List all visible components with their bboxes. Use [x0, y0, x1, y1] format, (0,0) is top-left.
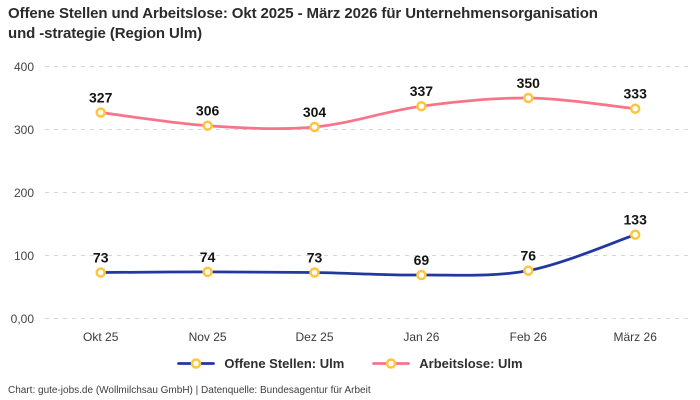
x-tick-label: Jan 26: [403, 330, 439, 344]
data-point-label: 133: [624, 212, 648, 228]
data-point-label: 73: [93, 250, 109, 266]
x-tick-label: Nov 25: [189, 330, 227, 344]
data-point-label: 327: [89, 89, 113, 105]
data-point-marker[interactable]: [523, 265, 534, 276]
legend-item[interactable]: Offene Stellen: Ulm: [177, 356, 344, 371]
line-chart-canvas: 0,00 100 200 300 400 Okt 25 Nov 25 Dez 25 Jan 26…: [11, 60, 690, 344]
legend-label: Offene Stellen: Ulm: [224, 356, 345, 371]
y-tick-label: 200: [14, 186, 34, 200]
legend-label: Arbeitslose: Ulm: [419, 356, 523, 371]
attribution-text: Chart: gute-jobs.de (Wollmilchsau GmbH) …: [8, 385, 371, 396]
y-tick-label: 300: [14, 123, 34, 137]
data-point-label: 73: [307, 250, 323, 266]
data-point-marker[interactable]: [202, 120, 213, 131]
chart-title-line-2: und -strategie (Region Ulm): [8, 24, 202, 42]
x-tick-label: März 26: [614, 330, 658, 344]
data-point-marker[interactable]: [95, 267, 106, 278]
data-point-label: 304: [303, 104, 327, 120]
data-point-marker[interactable]: [416, 100, 427, 112]
data-point-label: 337: [410, 83, 434, 99]
legend-series-icon: [372, 358, 411, 369]
x-tick-label: Dez 25: [295, 330, 333, 344]
data-point-marker[interactable]: [309, 121, 320, 133]
data-point-marker[interactable]: [629, 103, 641, 114]
data-point-marker[interactable]: [95, 107, 106, 118]
y-tick-label: 0,00: [11, 312, 35, 326]
data-point-label: 69: [414, 252, 430, 268]
legend-item[interactable]: Arbeitslose: Ulm: [372, 356, 523, 371]
chart-title: Offene Stellen und Arbeitslose: Okt 2025…: [8, 4, 676, 44]
y-tick-label: 100: [14, 249, 34, 263]
data-point-marker[interactable]: [416, 269, 427, 281]
series-line: [99, 233, 637, 277]
series-line: [99, 96, 637, 131]
legend-marker-icon: [191, 358, 202, 369]
x-tick-label: Feb 26: [510, 330, 548, 344]
data-point-label: 333: [624, 86, 648, 102]
x-tick-label: Okt 25: [83, 330, 119, 344]
data-point-marker[interactable]: [202, 266, 213, 278]
chart-legend: Offene Stellen: Ulm Arbeitslose: Ulm: [0, 356, 700, 371]
data-point-label: 350: [517, 75, 541, 91]
legend-series-icon: [177, 358, 216, 369]
data-point-marker[interactable]: [523, 92, 534, 104]
chart-title-line-1: Offene Stellen und Arbeitslose: Okt 2025…: [8, 5, 598, 22]
legend-marker-icon: [386, 358, 397, 369]
data-point-label: 76: [521, 248, 537, 264]
data-point-label: 74: [200, 249, 216, 265]
data-point-marker[interactable]: [629, 229, 641, 240]
y-tick-label: 400: [14, 60, 34, 74]
data-point-marker[interactable]: [309, 267, 320, 278]
data-point-label: 306: [196, 103, 220, 119]
